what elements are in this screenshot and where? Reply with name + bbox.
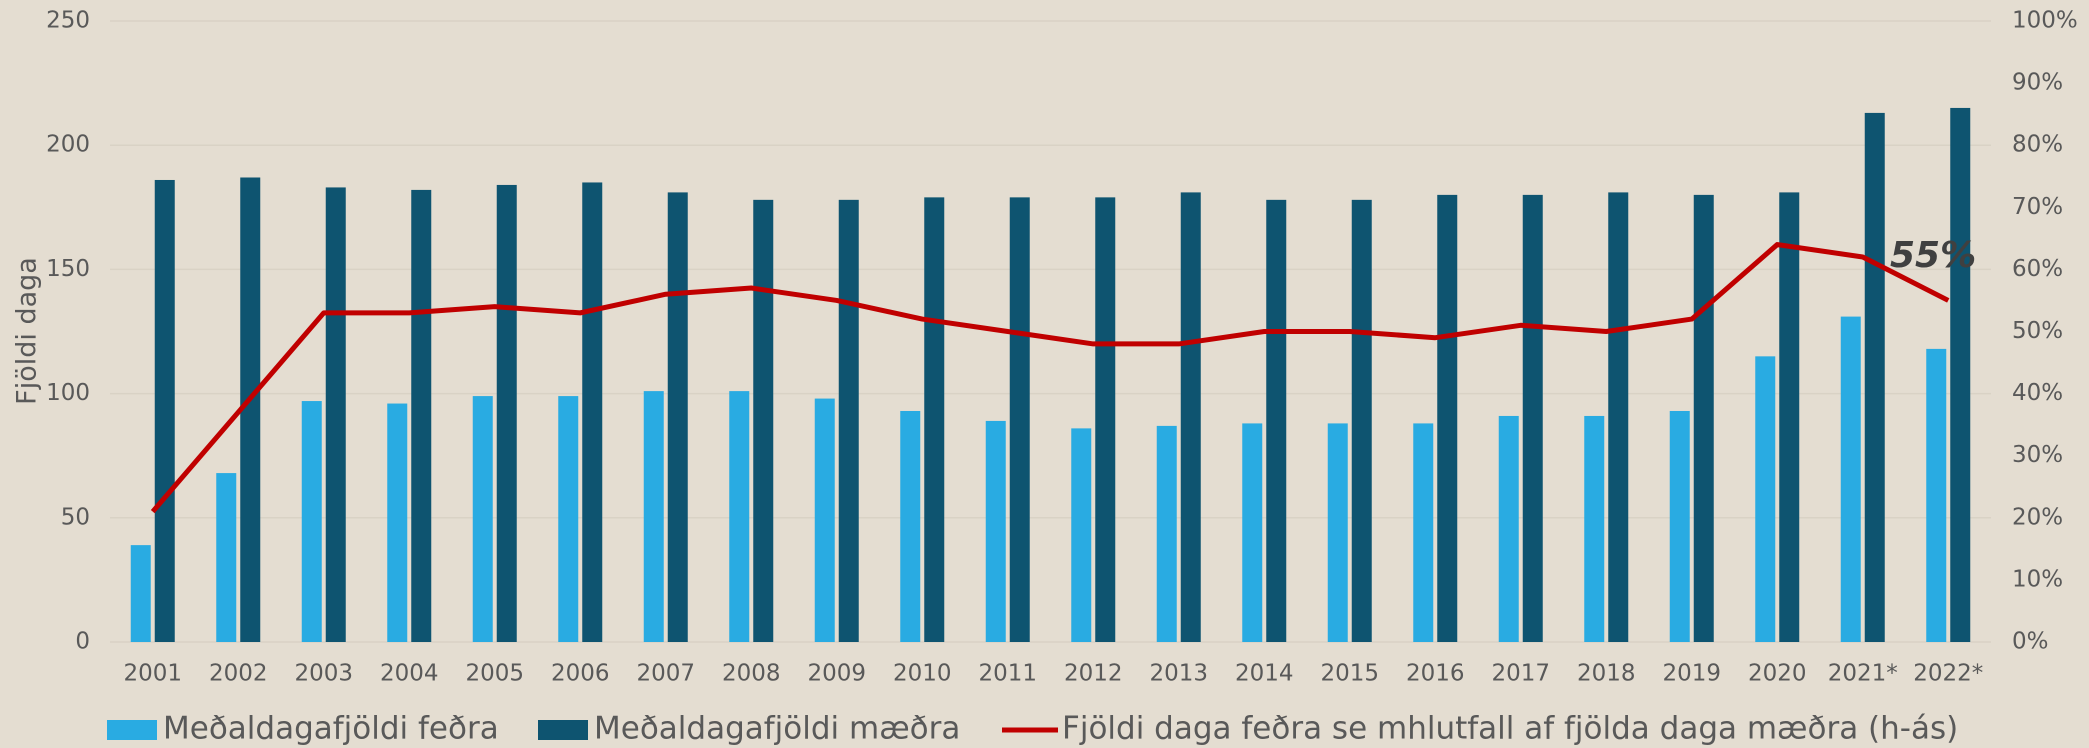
y-axis-title: Fjöldi daga (12, 257, 43, 405)
x-tick-label: 2007 (636, 661, 695, 687)
bar (1180, 192, 1201, 642)
bar (1522, 194, 1543, 642)
bar (130, 545, 151, 642)
legend-swatch (538, 720, 588, 740)
x-tick-label: 2011 (978, 661, 1037, 687)
bar (240, 177, 261, 642)
line (150, 242, 1950, 514)
bar (1864, 112, 1885, 642)
bar (1156, 425, 1177, 642)
bar (1584, 415, 1605, 642)
bar (154, 179, 175, 642)
y2-tick-label: 100% (2012, 8, 2078, 34)
x-tick-label: 2022* (1913, 661, 1983, 687)
bar (1608, 192, 1629, 642)
bar (1095, 197, 1116, 642)
x-tick-label: 2009 (807, 661, 866, 687)
bar (1693, 194, 1714, 642)
x-tick-label: 2005 (465, 661, 524, 687)
bar (1242, 423, 1263, 642)
bar (1779, 192, 1800, 642)
x-tick-label: 2020 (1748, 661, 1807, 687)
y2-tick-label: 80% (2012, 132, 2063, 158)
x-tick-label: 2008 (722, 661, 781, 687)
bar (1755, 356, 1776, 642)
bar (558, 396, 579, 642)
y-tick-label: 50 (61, 504, 90, 530)
bar (1327, 423, 1348, 642)
bar (1950, 107, 1971, 642)
y2-tick-label: 60% (2012, 256, 2063, 282)
y-tick-label: 100 (46, 380, 90, 406)
x-tick-label: 2016 (1406, 661, 1465, 687)
legend-label: Fjöldi daga feðra se mhlutfall af fjölda… (1062, 711, 1958, 747)
y-tick-label: 200 (46, 132, 90, 158)
x-tick-label: 2001 (123, 661, 182, 687)
bar (838, 199, 859, 642)
bar (753, 199, 774, 642)
bar (1437, 194, 1458, 642)
x-tick-label: 2021* (1828, 661, 1898, 687)
y2-tick-label: 10% (2012, 566, 2063, 592)
x-tick-label: 2019 (1662, 661, 1721, 687)
annotation: 55% (1890, 235, 1976, 276)
bar (496, 184, 517, 642)
bar (325, 187, 346, 643)
bar (387, 403, 408, 642)
bar (729, 391, 750, 642)
x-tick-label: 2017 (1491, 661, 1550, 687)
y2-tick-label: 50% (2012, 318, 2063, 344)
bar (924, 197, 945, 642)
x-tick-label: 2003 (294, 661, 353, 687)
x-tick-label: 2006 (551, 661, 610, 687)
y2-tick-label: 30% (2012, 442, 2063, 468)
bar (582, 182, 603, 642)
bar (472, 396, 493, 642)
bar (1071, 428, 1092, 642)
bar (1009, 197, 1030, 642)
legend-label: Meðaldagafjöldi mæðra (594, 711, 960, 747)
bar (1926, 348, 1947, 642)
x-tick-label: 2015 (1320, 661, 1379, 687)
bar (1266, 199, 1287, 642)
y-tick-label: 0 (75, 629, 90, 655)
y2-tick-label: 0% (2012, 629, 2049, 655)
y2-tick-label: 90% (2012, 70, 2063, 96)
x-tick-label: 2012 (1064, 661, 1123, 687)
x-tick-label: 2010 (893, 661, 952, 687)
bar (900, 410, 921, 642)
x-tick-label: 2018 (1577, 661, 1636, 687)
bar (1351, 199, 1372, 642)
y-tick-label: 250 (46, 8, 90, 34)
x-tick-label: 2013 (1149, 661, 1208, 687)
bar (1413, 423, 1434, 642)
bar (301, 401, 322, 642)
bar (667, 192, 688, 642)
bar (814, 398, 835, 642)
x-tick-label: 2002 (209, 661, 268, 687)
bar (411, 189, 432, 643)
bar (216, 473, 237, 642)
bar (1840, 316, 1861, 642)
y2-tick-label: 20% (2012, 504, 2063, 530)
bar (1669, 410, 1690, 642)
x-tick-label: 2004 (380, 661, 439, 687)
legend-swatch (107, 720, 157, 740)
y-tick-label: 150 (46, 256, 90, 282)
y2-tick-label: 70% (2012, 194, 2063, 220)
bar (985, 420, 1006, 642)
y2-tick-label: 40% (2012, 380, 2063, 406)
bar (1498, 415, 1519, 642)
legend-label: Meðaldagafjöldi feðra (163, 711, 499, 747)
x-tick-label: 2014 (1235, 661, 1294, 687)
bar (643, 391, 664, 642)
